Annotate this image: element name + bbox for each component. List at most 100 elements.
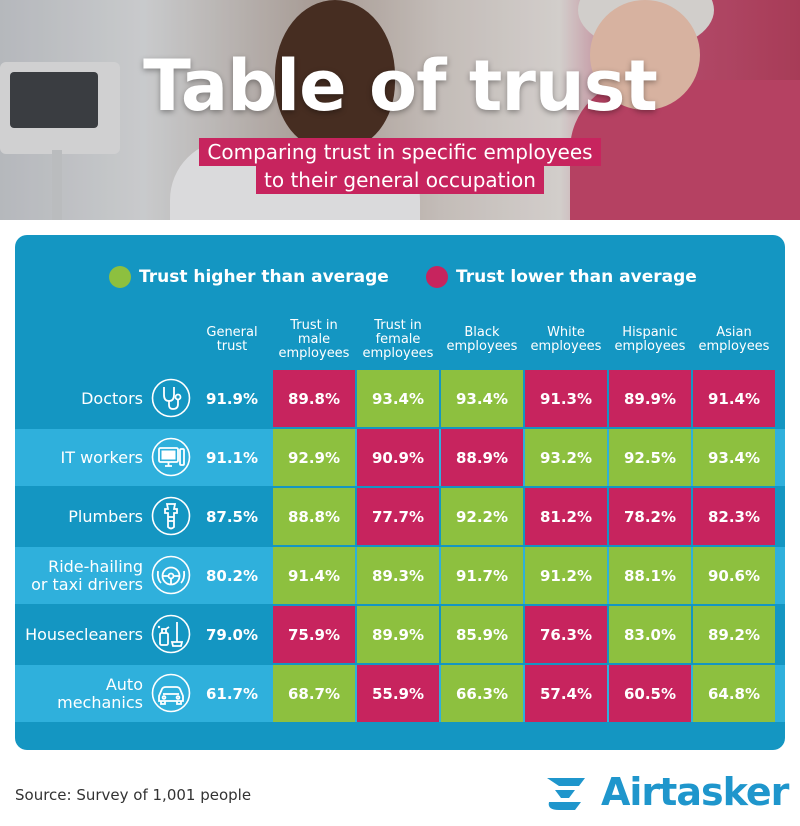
table-cell: 55.9% — [357, 665, 439, 722]
source-note: Source: Survey of 1,001 people — [15, 786, 252, 804]
airtasker-logo-mark — [547, 778, 585, 810]
table-cell: 60.5% — [609, 665, 691, 722]
row-label-line: Plumbers — [68, 506, 143, 526]
general-trust-value: 91.1% — [205, 448, 259, 467]
table-cell: 88.8% — [273, 488, 355, 545]
row-label-line: Housecleaners — [25, 624, 143, 644]
legend-item-lower: Trust lower than average — [426, 265, 697, 289]
table-cell: 91.4% — [693, 370, 775, 427]
legend: Trust higher than average Trust lower th… — [0, 265, 800, 289]
column-header-text: Trust in male employees — [279, 319, 350, 361]
column-header-line: General — [206, 325, 258, 340]
table-cell: 75.9% — [273, 606, 355, 663]
table-cell: 89.9% — [609, 370, 691, 427]
table-cell: 85.9% — [441, 606, 523, 663]
table-cell: 92.9% — [273, 429, 355, 486]
column-header-line: employees — [278, 346, 350, 361]
legend-label-lower: Trust lower than average — [456, 267, 697, 287]
row-label-text: Plumbers — [68, 506, 143, 526]
table-cell: 81.2% — [525, 488, 607, 545]
row-label-text: Doctors — [81, 388, 143, 408]
column-header-line: White — [547, 325, 585, 340]
table-cell: 91.2% — [525, 547, 607, 604]
column-header-line: Hispanic — [622, 325, 678, 340]
subtitle-line-2: to their general occupation — [256, 166, 544, 194]
row-label-text: Auto mechanics — [57, 674, 143, 712]
row-label: Doctors — [10, 370, 143, 427]
column-header-line: female — [375, 332, 421, 347]
table-cell: 83.0% — [609, 606, 691, 663]
column-header-text: Trust in female employees — [363, 319, 434, 361]
column-header-text: Hispanic employees — [615, 326, 686, 354]
table-cell: 93.4% — [693, 429, 775, 486]
general-trust-value: 87.5% — [205, 507, 259, 526]
row-label-line: Doctors — [81, 388, 143, 408]
column-header: Asian employees — [693, 318, 775, 362]
table-cell: 89.3% — [357, 547, 439, 604]
table-cell: 90.6% — [693, 547, 775, 604]
row-label: Housecleaners — [10, 606, 143, 663]
column-header-line: trust — [216, 339, 248, 354]
wrench-icon — [151, 496, 191, 536]
row-label-text: IT workers — [60, 447, 143, 467]
column-header: Black employees — [441, 318, 523, 362]
column-header-line: Black — [464, 325, 500, 340]
row-label: Ride-hailing or taxi drivers — [10, 547, 143, 604]
row-label-line: IT workers — [60, 447, 143, 467]
subtitle: Comparing trust in specific employees to… — [0, 138, 800, 194]
column-header: General trust — [197, 318, 267, 362]
general-trust-value: 91.9% — [205, 389, 259, 408]
column-header: Trust in male employees — [273, 318, 355, 362]
table-cell: 68.7% — [273, 665, 355, 722]
table-cell: 77.7% — [357, 488, 439, 545]
table-cell: 91.7% — [441, 547, 523, 604]
general-trust-value: 79.0% — [205, 625, 259, 644]
column-header-line: employees — [698, 339, 770, 354]
medical-monitor-screen — [10, 72, 98, 128]
general-trust-value: 80.2% — [205, 566, 259, 585]
table-cell: 91.3% — [525, 370, 607, 427]
table-cell: 88.1% — [609, 547, 691, 604]
column-header-line: Trust in — [290, 318, 338, 333]
row-label: Auto mechanics — [10, 665, 143, 722]
column-header-line: employees — [530, 339, 602, 354]
car-icon — [151, 673, 191, 713]
table-cell: 88.9% — [441, 429, 523, 486]
legend-item-higher: Trust higher than average — [109, 265, 389, 289]
airtasker-logo: Airtasker — [545, 770, 789, 814]
table-cell: 93.4% — [441, 370, 523, 427]
row-label: Plumbers — [10, 488, 143, 545]
column-header: White employees — [525, 318, 607, 362]
row-label-line: or taxi drivers — [31, 574, 143, 594]
column-header-line: employees — [362, 346, 434, 361]
row-label-line: Auto — [105, 674, 143, 694]
table-cell: 78.2% — [609, 488, 691, 545]
patient-sweater — [570, 80, 800, 220]
table-cell: 90.9% — [357, 429, 439, 486]
column-header-text: Black employees — [447, 326, 518, 354]
table-cell: 76.3% — [525, 606, 607, 663]
column-header: Trust in female employees — [357, 318, 439, 362]
doctor-figure — [275, 0, 395, 150]
row-label-text: Housecleaners — [25, 624, 143, 644]
table-cell: 57.4% — [525, 665, 607, 722]
subtitle-line-1: Comparing trust in specific employees — [199, 138, 601, 166]
row-label-line: mechanics — [57, 692, 143, 712]
table-cell: 89.8% — [273, 370, 355, 427]
column-header-text: White employees — [531, 326, 602, 354]
general-trust-value: 61.7% — [205, 684, 259, 703]
column-header-line: Asian — [716, 325, 752, 340]
row-label-text: Ride-hailing or taxi drivers — [31, 557, 143, 594]
column-header-line: employees — [614, 339, 686, 354]
column-header-text: Asian employees — [699, 326, 770, 354]
legend-swatch-lower — [426, 266, 448, 288]
cleaning-supplies-icon — [151, 614, 191, 654]
column-header-text: General trust — [206, 326, 257, 354]
stethoscope-icon — [151, 378, 191, 418]
table-cell: 93.4% — [357, 370, 439, 427]
table-cell: 93.2% — [525, 429, 607, 486]
table-cell: 92.2% — [441, 488, 523, 545]
computer-icon — [151, 437, 191, 477]
airtasker-logo-text: Airtasker — [601, 770, 789, 814]
table-cell: 91.4% — [273, 547, 355, 604]
